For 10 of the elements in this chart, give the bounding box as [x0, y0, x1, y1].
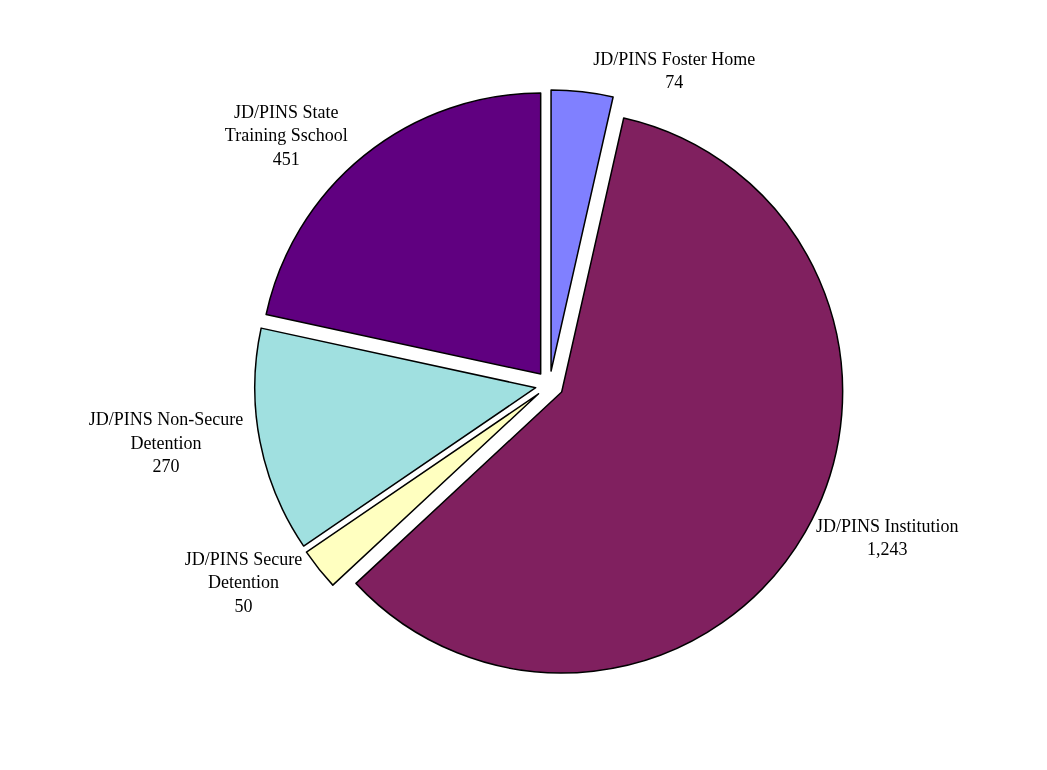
slice-label: JD/PINS Non-Secure Detention: [88, 409, 244, 453]
slice-label: JD/PINS State Training Sschool: [224, 101, 348, 146]
data-label: 1,243: [867, 539, 908, 560]
data-label: 451: [272, 148, 300, 169]
data-label: 50: [234, 595, 253, 616]
data-label: 74: [665, 72, 684, 93]
slice-label: JD/PINS Foster Home: [593, 48, 756, 69]
data-label: 270: [152, 456, 180, 477]
slice-label: JD/PINS Institution: [816, 515, 959, 536]
slice-label: JD/PINS Secure Detention: [184, 548, 303, 593]
